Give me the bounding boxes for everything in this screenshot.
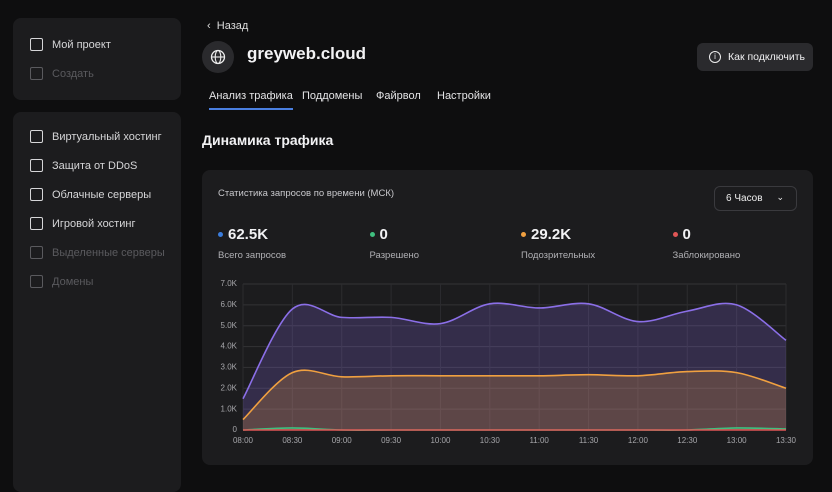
x-tick-label: 11:30 (579, 436, 599, 445)
nav-icon (30, 38, 43, 51)
globe (210, 49, 226, 65)
nav-item[interactable]: Игровой хостинг (30, 217, 136, 230)
nav-label: Облачные серверы (52, 189, 152, 201)
period-label: 6 Часов (726, 193, 763, 204)
card-title: Статистика запросов по времени (МСК) (218, 188, 395, 199)
stat-value: 0 (379, 226, 388, 243)
nav-label: Игровой хостинг (52, 218, 136, 230)
y-tick-label: 5.0K (221, 321, 238, 330)
nav-item[interactable]: Облачные серверы (30, 188, 152, 201)
stat-value: 62.5K (228, 226, 269, 243)
nav-icon (30, 188, 43, 201)
nav-icon (30, 275, 43, 288)
stat-value: 29.2K (531, 226, 572, 243)
x-tick-label: 12:30 (677, 436, 698, 445)
tab[interactable]: Настройки (437, 90, 491, 102)
section-title: Динамика трафика (202, 132, 334, 148)
y-tick-label: 4.0K (221, 342, 238, 351)
back-link[interactable]: ‹ Назад (207, 20, 249, 32)
traffic-chart: 0 1.0K 2.0K 3.0K 4.0K 5.0K 6.0K 7.0K 08:00 08:30 0… (221, 279, 797, 445)
stat-dot (218, 232, 223, 237)
back-text: Назад (216, 20, 249, 32)
y-tick-label: 2.0K (221, 383, 238, 392)
stat-label: Заблокировано (672, 250, 741, 261)
traffic-card: Статистика запросов по времени (МСК) 6 Ч… (202, 170, 813, 465)
series-line (242, 369, 787, 421)
x-tick-label: 13:00 (727, 436, 748, 445)
y-tick-label: 1.0K (221, 404, 238, 413)
y-tick-label: 0 (233, 425, 238, 434)
x-tick-label: 13:30 (776, 436, 797, 445)
x-tick-label: 12:00 (628, 436, 649, 445)
page: Мой проект Создать Виртуальный хостинг Защ… (13, 18, 813, 492)
sidebar-top: Мой проект Создать (13, 18, 181, 100)
nav-label: Мой проект (52, 39, 111, 51)
y-tick-label: 3.0K (221, 363, 238, 372)
period-select[interactable]: 6 Часов ⌄ (714, 186, 797, 211)
series-area (243, 303, 786, 430)
y-tick-label: 7.0K (221, 279, 238, 288)
x-tick-label: 09:00 (332, 436, 353, 445)
connect-label: Как подключить (728, 51, 805, 63)
stat-label: Подозрительных (521, 250, 596, 261)
nav-item: Создать (30, 67, 94, 80)
nav-icon (30, 159, 43, 172)
tab[interactable]: Файрвол (376, 90, 421, 102)
nav-item: Домены (30, 275, 94, 288)
x-tick-label: 09:30 (381, 436, 402, 445)
nav-label: Виртуальный хостинг (52, 131, 162, 143)
connect-button[interactable]: i Как подключить (697, 43, 813, 71)
nav-item[interactable]: Мой проект (30, 38, 111, 51)
nav-icon (30, 217, 43, 230)
y-tick-label: 6.0K (221, 300, 238, 309)
site-title: greyweb.cloud (247, 44, 367, 63)
stat-value: 0 (682, 226, 691, 243)
nav-icon (30, 67, 43, 80)
series-line (242, 302, 787, 400)
globe-icon (202, 41, 234, 73)
stat-dot (521, 232, 526, 237)
nav-icon (30, 130, 43, 143)
nav-icon (30, 246, 43, 259)
nav-item[interactable]: Виртуальный хостинг (30, 130, 162, 143)
x-tick-label: 11:00 (529, 436, 549, 445)
tab[interactable]: Поддомены (302, 90, 363, 102)
nav-item: Выделенные серверы (30, 246, 165, 259)
sidebar-services: Виртуальный хостинг Защита от DDoS Облачны… (13, 112, 181, 492)
nav-label: Защита от DDoS (52, 160, 138, 172)
nav-label: Выделенные серверы (52, 247, 165, 259)
stat-label: Всего запросов (218, 250, 287, 261)
x-tick-label: 10:30 (480, 436, 501, 445)
nav-label: Домены (52, 276, 94, 288)
stat-dot (369, 232, 375, 237)
stat-dot (672, 232, 678, 237)
x-tick-label: 08:00 (233, 436, 254, 445)
tab[interactable]: Анализ трафика (209, 90, 293, 110)
nav-item[interactable]: Защита от DDoS (30, 159, 138, 172)
nav-label: Создать (52, 68, 94, 80)
stat-label: Разрешено (369, 250, 420, 261)
series-area (243, 370, 786, 430)
x-tick-label: 10:00 (430, 436, 451, 445)
x-tick-label: 08:30 (282, 436, 303, 445)
